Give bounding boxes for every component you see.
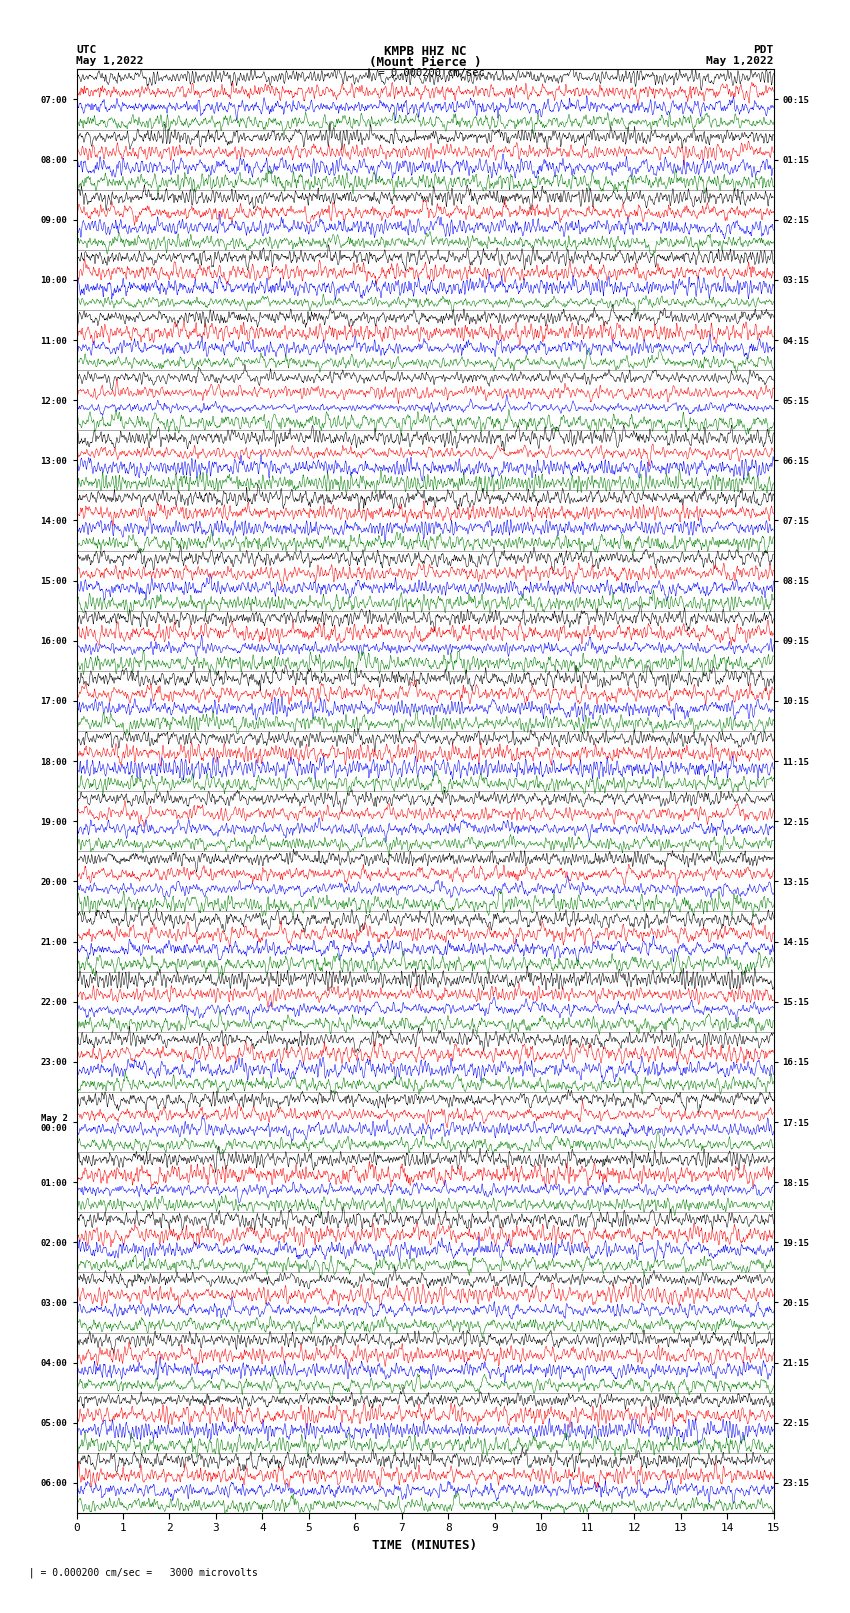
Text: KMPB HHZ NC: KMPB HHZ NC	[383, 45, 467, 58]
Text: May 1,2022: May 1,2022	[76, 56, 144, 66]
Text: | = 0.000200 cm/sec: | = 0.000200 cm/sec	[366, 68, 484, 79]
Text: (Mount Pierce ): (Mount Pierce )	[369, 56, 481, 69]
Text: UTC: UTC	[76, 45, 97, 55]
Text: May 1,2022: May 1,2022	[706, 56, 774, 66]
Text: | = 0.000200 cm/sec =   3000 microvolts: | = 0.000200 cm/sec = 3000 microvolts	[17, 1566, 258, 1578]
X-axis label: TIME (MINUTES): TIME (MINUTES)	[372, 1539, 478, 1552]
Text: PDT: PDT	[753, 45, 774, 55]
